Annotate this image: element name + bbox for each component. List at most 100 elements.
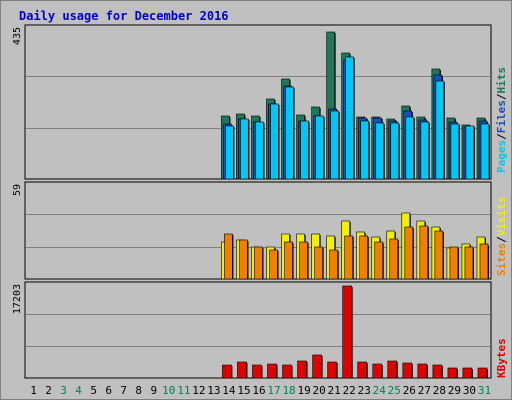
x-tick-label-day-10: 10 xyxy=(162,384,175,397)
x-tick-label-day-30: 30 xyxy=(463,384,476,397)
legend-visits-sites: Sites/Visits xyxy=(495,197,508,277)
x-tick-label-day-21: 21 xyxy=(328,384,341,397)
bar-kbytes-day-17 xyxy=(267,363,277,379)
bar-pages-day-18 xyxy=(285,86,294,180)
legend-hits-files-pages: Pages/Files/Hits xyxy=(495,67,508,173)
bar-pages-day-24 xyxy=(375,122,385,180)
ymax-label-3: 17203 xyxy=(12,284,23,314)
bar-kbytes-day-21 xyxy=(327,361,337,379)
bar-sites-day-19 xyxy=(299,241,308,280)
x-tick-label-day-14: 14 xyxy=(222,384,236,397)
bar-kbytes-day-15 xyxy=(237,361,247,379)
bar-kbytes-day-19 xyxy=(297,360,307,379)
bar-kbytes-day-27 xyxy=(417,363,428,379)
bar-sites-day-18 xyxy=(284,241,293,280)
bar-kbytes-day-14 xyxy=(222,364,232,379)
x-tick-label-day-5: 5 xyxy=(90,384,97,397)
x-tick-label-day-28: 28 xyxy=(433,384,446,397)
bar-sites-day-28 xyxy=(434,230,444,280)
bar-kbytes-day-20 xyxy=(312,354,322,379)
bar-sites-day-16 xyxy=(254,246,263,280)
bar-sites-day-22 xyxy=(344,235,353,280)
bar-pages-day-20 xyxy=(315,115,324,180)
x-tick-label-day-8: 8 xyxy=(135,384,142,397)
bar-pages-day-28 xyxy=(435,80,445,180)
legend-visits-sites-item-3: Visits xyxy=(495,197,508,237)
bar-kbytes-day-22 xyxy=(342,285,352,379)
x-tick-label-day-27: 27 xyxy=(418,384,431,397)
bar-sites-day-29 xyxy=(449,246,459,280)
bar-pages-day-16 xyxy=(255,121,264,180)
bar-sites-day-30 xyxy=(464,246,474,280)
legend-hits-files-pages-item-5: Hits xyxy=(495,67,508,94)
bar-pages-day-21 xyxy=(330,110,339,180)
bar-sites-day-27 xyxy=(419,225,429,280)
bar-kbytes-day-24 xyxy=(372,363,383,379)
bar-pages-day-14 xyxy=(225,125,234,180)
x-tick-label-day-3: 3 xyxy=(60,384,67,397)
plot-frame-3 xyxy=(24,281,492,379)
bar-sites-day-17 xyxy=(269,249,278,280)
x-tick-label-day-2: 2 xyxy=(45,384,52,397)
ymax-label-1: 435 xyxy=(12,27,23,45)
x-tick-label-day-6: 6 xyxy=(105,384,112,397)
x-tick-label-day-11: 11 xyxy=(177,384,190,397)
bar-kbytes-day-28 xyxy=(432,364,443,379)
x-tick-label-day-13: 13 xyxy=(207,384,220,397)
bar-kbytes-day-30 xyxy=(462,367,473,379)
x-tick-label-day-22: 22 xyxy=(343,384,356,397)
bar-sites-day-14 xyxy=(224,233,233,280)
x-tick-label-day-23: 23 xyxy=(358,384,371,397)
x-tick-label-day-18: 18 xyxy=(282,384,295,397)
x-tick-label-day-24: 24 xyxy=(373,384,387,397)
x-tick-label-day-17: 17 xyxy=(267,384,280,397)
x-tick-label-day-20: 20 xyxy=(313,384,326,397)
bar-pages-day-15 xyxy=(240,118,249,180)
bar-sites-day-15 xyxy=(239,239,248,280)
chart-title: Daily usage for December 2016 xyxy=(19,9,229,23)
x-tick-label-day-15: 15 xyxy=(237,384,250,397)
bar-pages-day-26 xyxy=(405,116,415,180)
bar-pages-day-27 xyxy=(420,121,430,180)
bar-sites-day-24 xyxy=(374,241,384,280)
bar-sites-day-23 xyxy=(359,235,369,280)
legend-hits-files-pages-item-4: / xyxy=(495,93,508,100)
bar-kbytes-day-18 xyxy=(282,364,292,379)
bar-kbytes-day-25 xyxy=(387,360,398,379)
bar-kbytes-day-23 xyxy=(357,361,368,379)
x-tick-label-day-29: 29 xyxy=(448,384,461,397)
bar-kbytes-day-16 xyxy=(252,364,262,379)
x-tick-label-day-19: 19 xyxy=(297,384,310,397)
x-tick-label-day-26: 26 xyxy=(403,384,416,397)
legend-hits-files-pages-item-2: / xyxy=(495,133,508,140)
bar-pages-day-25 xyxy=(390,122,400,180)
x-tick-label-day-9: 9 xyxy=(150,384,157,397)
legend-visits-sites-item-1: Sites xyxy=(495,243,508,276)
bar-kbytes-day-29 xyxy=(447,367,458,379)
bar-kbytes-day-26 xyxy=(402,362,413,379)
bar-sites-day-31 xyxy=(479,243,489,280)
x-tick-label-day-31: 31 xyxy=(478,384,491,397)
bar-sites-day-20 xyxy=(314,246,323,280)
x-tick-label-day-16: 16 xyxy=(252,384,265,397)
bar-pages-day-17 xyxy=(270,103,279,180)
legend-hits-files-pages-item-1: Pages xyxy=(495,140,508,173)
x-tick-label-day-7: 7 xyxy=(120,384,127,397)
bar-sites-day-21 xyxy=(329,249,338,280)
x-tick-label-day-12: 12 xyxy=(192,384,205,397)
legend-visits-sites-item-2: / xyxy=(495,236,508,243)
bar-pages-day-29 xyxy=(450,123,460,180)
x-tick-label-day-25: 25 xyxy=(388,384,401,397)
x-tick-label-day-4: 4 xyxy=(75,384,82,397)
legend-hits-files-pages-item-3: Files xyxy=(495,100,508,133)
legend-kbytes-item-1: KBytes xyxy=(495,338,508,378)
bar-pages-day-19 xyxy=(300,120,309,180)
bar-kbytes-day-31 xyxy=(477,367,488,379)
x-tick-label-day-1: 1 xyxy=(30,384,37,397)
ymax-label-2: 59 xyxy=(12,184,23,196)
bar-sites-day-25 xyxy=(389,238,399,280)
bar-pages-day-23 xyxy=(360,120,370,180)
legend-kbytes: KBytes xyxy=(495,338,508,378)
